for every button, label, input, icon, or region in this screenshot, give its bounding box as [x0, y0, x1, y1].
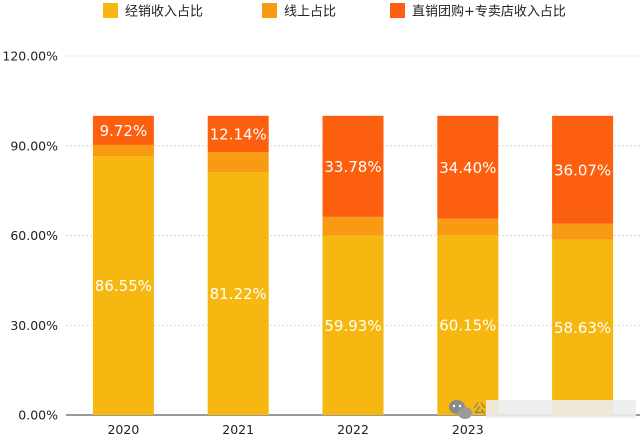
y-tick-label: 30.00% [10, 318, 58, 333]
bar-segment [207, 115, 269, 153]
legend-label: 直销团购+专卖店收入占比 [412, 4, 566, 20]
bar-segment [552, 115, 614, 224]
legend-swatch [390, 3, 405, 18]
y-axis: 0.00% 30.00% 60.00% 90.00% 120.00% [2, 49, 58, 423]
bars [92, 115, 614, 416]
bar-segment [322, 216, 384, 236]
data-label: 36.07% [554, 161, 611, 179]
data-label: 12.14% [210, 125, 267, 143]
y-tick-label: 0.00% [18, 408, 58, 423]
data-label: 81.22% [210, 285, 267, 303]
watermark-blur [486, 400, 636, 418]
bar-segment [437, 235, 499, 415]
bar-segment [552, 239, 614, 415]
data-label: 59.93% [324, 317, 381, 335]
data-label: 9.72% [100, 122, 148, 140]
data-label: 60.15% [439, 317, 496, 335]
bar-segment [92, 144, 154, 157]
legend-swatch [103, 3, 118, 18]
bar-segment [437, 115, 499, 219]
data-label: 34.40% [439, 159, 496, 177]
watermark: 公 [449, 400, 636, 419]
legend-label: 线上占比 [284, 5, 336, 20]
legend-swatch [262, 3, 277, 18]
bar-segment [92, 115, 154, 145]
x-axis: 2020 2021 2022 2023 [107, 422, 483, 436]
data-labels: 86.55% 9.72% 81.22% 12.14% 59.93% 33.78% 60.15… [95, 122, 611, 337]
legend-label: 经销收入占比 [125, 5, 203, 20]
bar-segment [437, 218, 499, 236]
wechat-icon [449, 400, 472, 419]
y-tick-label: 60.00% [10, 228, 58, 243]
legend: 经销收入占比 线上占比 直销团购+专卖店收入占比 [103, 3, 566, 20]
x-tick-label: 2020 [107, 422, 139, 436]
bar-segment [322, 235, 384, 415]
bar-segment [92, 156, 154, 416]
data-label: 58.63% [554, 319, 611, 337]
x-tick-label: 2023 [452, 422, 484, 436]
bar-segment [207, 172, 269, 415]
bar-segment [322, 115, 384, 217]
bar-segment [207, 152, 269, 173]
data-label: 33.78% [324, 158, 381, 176]
y-tick-label: 90.00% [10, 138, 58, 153]
x-tick-label: 2021 [222, 422, 254, 436]
x-tick-label: 2022 [337, 422, 369, 436]
bar-segment [552, 223, 614, 240]
data-label: 86.55% [95, 277, 152, 295]
y-tick-label: 120.00% [2, 49, 58, 64]
watermark-text: 公 [473, 402, 486, 417]
